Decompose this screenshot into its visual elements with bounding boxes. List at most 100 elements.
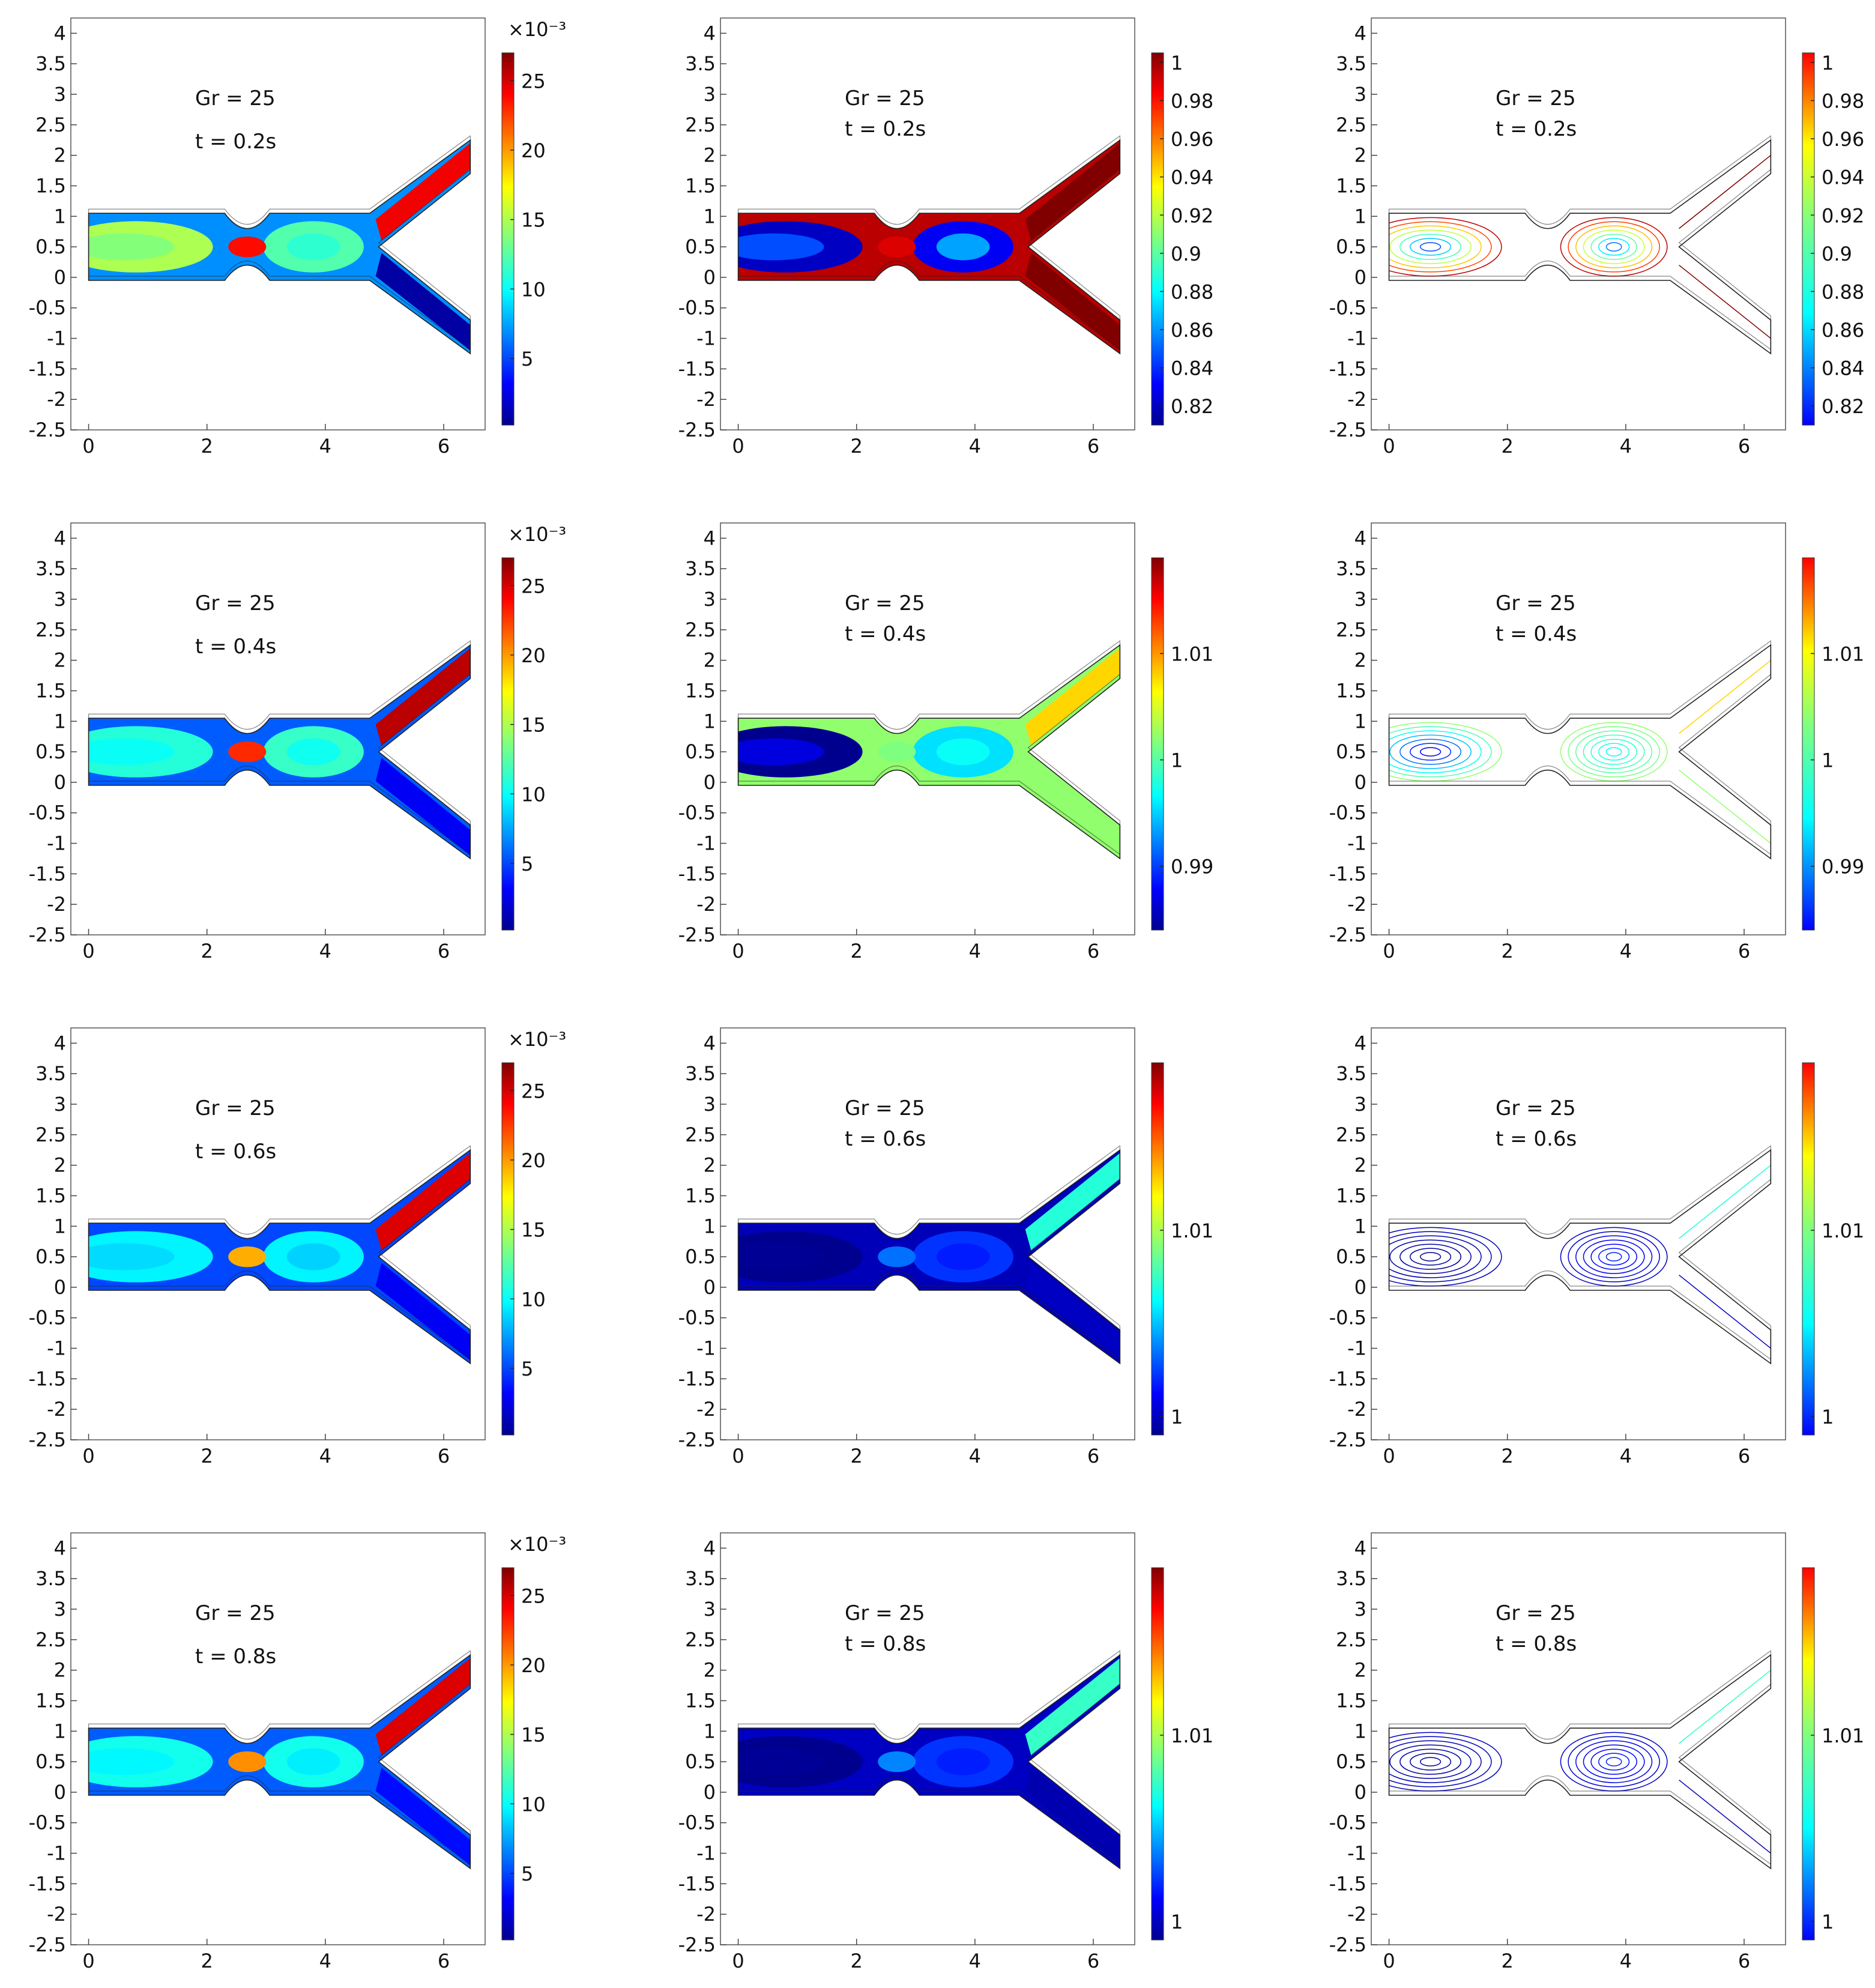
contour-chamber xyxy=(1568,221,1660,273)
field-throat xyxy=(878,1246,916,1267)
field-surface xyxy=(88,645,471,859)
contour-inlet xyxy=(1389,1235,1482,1278)
colorbar-tick-label: 1.01 xyxy=(1171,1219,1213,1242)
y-tick-label: 3 xyxy=(1354,83,1366,106)
y-tick-label: -0.5 xyxy=(29,297,66,319)
field-branch-lower xyxy=(1025,1263,1120,1361)
plot-frame xyxy=(720,1027,1135,1440)
chart-panel: 0 2 4 6 -2.5 -2 -1.5 -1 -0.5 0 0.5 1 1.5 2 2.5 3 3.5 4 Gr … xyxy=(678,1532,1213,1972)
gr-label: Gr = 25 xyxy=(845,86,925,110)
y-tick-label: -1.5 xyxy=(29,1367,66,1390)
x-tick-label: 4 xyxy=(319,435,331,458)
y-tick-label: 3.5 xyxy=(1336,52,1366,75)
y-tick-label: 4 xyxy=(1354,527,1366,549)
y-tick-label: 2 xyxy=(704,1154,716,1177)
y-tick-label: -1 xyxy=(696,327,716,350)
contour-chamber xyxy=(1575,225,1653,268)
x-tick-label: 0 xyxy=(1383,1950,1395,1972)
y-tick-label: 2.5 xyxy=(1336,1123,1366,1146)
x-tick-label: 4 xyxy=(969,940,981,962)
time-label: t = 0.8s xyxy=(845,1632,926,1656)
chart-panel: 0 2 4 6 -2.5 -2 -1.5 -1 -0.5 0 0.5 1 1.5 2 2.5 3 3.5 4 Gr … xyxy=(678,1027,1213,1467)
x-tick-label: 6 xyxy=(1738,1950,1750,1972)
field-inlet-core xyxy=(738,1748,824,1775)
colorbar xyxy=(501,52,515,426)
y-tick-label: 1 xyxy=(54,710,66,733)
plot-frame xyxy=(1371,1027,1786,1440)
colorbar-tick-label: 20 xyxy=(521,1654,546,1677)
gr-label: Gr = 25 xyxy=(1496,1096,1576,1120)
y-tick-label: 0.5 xyxy=(1336,1245,1366,1268)
field-branch-lower xyxy=(1025,1768,1120,1866)
y-tick-label: 4 xyxy=(1354,1536,1366,1559)
field-branch-upper xyxy=(375,1658,471,1756)
y-tick-label: -1.5 xyxy=(678,1367,716,1390)
y-tick-label: 2.5 xyxy=(1336,113,1366,136)
contour-chamber xyxy=(1575,1235,1653,1278)
colorbar xyxy=(1151,52,1164,426)
y-tick-label: 0 xyxy=(54,1781,66,1804)
y-tick-label: -1 xyxy=(47,1337,66,1360)
x-tick-label: 4 xyxy=(1620,1445,1632,1467)
contour-chamber xyxy=(1605,1757,1622,1766)
colorbar-tick-label: 0.88 xyxy=(1822,280,1864,303)
y-tick-label: 1 xyxy=(54,205,66,228)
contour-branch-upper xyxy=(1679,1670,1771,1744)
field-throat xyxy=(228,236,267,258)
contour-chamber xyxy=(1590,1243,1637,1270)
field-branch-upper xyxy=(1025,1658,1120,1756)
time-label: t = 0.2s xyxy=(845,117,926,141)
y-tick-label: 1.5 xyxy=(1336,174,1366,197)
contour-inlet xyxy=(1419,1252,1442,1261)
colorbar-tick-label: 1.01 xyxy=(1822,1724,1864,1747)
gr-label: Gr = 25 xyxy=(1496,591,1576,615)
y-tick-label: 3.5 xyxy=(35,557,66,580)
y-tick-label: 2 xyxy=(54,1659,66,1682)
contour-chamber xyxy=(1590,1748,1637,1775)
y-tick-label: 1 xyxy=(704,205,716,228)
colorbar xyxy=(501,557,515,931)
colorbar-tick-label: 0.94 xyxy=(1171,166,1213,189)
x-tick-label: 2 xyxy=(201,435,213,458)
y-tick-label: -1 xyxy=(696,1842,716,1865)
field-surface xyxy=(88,140,471,354)
y-tick-label: 4 xyxy=(54,1536,66,1559)
x-tick-label: 6 xyxy=(1087,940,1099,962)
y-tick-label: 0 xyxy=(704,771,716,794)
field-surface xyxy=(738,645,1120,859)
y-tick-label: -2.5 xyxy=(678,1933,716,1956)
colorbar-tick-label: 0.84 xyxy=(1822,357,1864,380)
channel-wall xyxy=(1388,1149,1772,1365)
y-tick-label: -2.5 xyxy=(678,923,716,946)
plot-frame xyxy=(1371,17,1786,431)
channel-wall-outer xyxy=(737,1145,1120,1361)
y-tick-label: 3.5 xyxy=(1336,557,1366,580)
field-chamber-core xyxy=(936,738,990,766)
channel-wall xyxy=(737,139,1121,355)
x-tick-label: 0 xyxy=(732,940,744,962)
y-tick-label: 4 xyxy=(704,22,716,44)
y-tick-label: 0.5 xyxy=(1336,740,1366,763)
colorbar-tick-label: 0.86 xyxy=(1171,319,1213,342)
colorbar-tick-label: 10 xyxy=(521,1288,546,1311)
y-tick-label: -1 xyxy=(1347,327,1366,350)
chart-panel: 0 2 4 6 -2.5 -2 -1.5 -1 -0.5 0 0.5 1 1.5 2 2.5 3 3.5 4 Gr … xyxy=(29,1027,566,1467)
y-tick-label: 1 xyxy=(1354,1720,1366,1742)
y-tick-label: 2 xyxy=(1354,1154,1366,1177)
y-tick-label: -1 xyxy=(47,1842,66,1865)
y-tick-label: 1.5 xyxy=(685,174,716,197)
field-chamber-core xyxy=(936,1243,990,1270)
chart-panel: 0 2 4 6 -2.5 -2 -1.5 -1 -0.5 0 0.5 1 1.5 2 2.5 3 3.5 4 Gr … xyxy=(29,17,566,458)
contour-chamber xyxy=(1568,726,1660,778)
field-inlet-core xyxy=(88,1748,175,1775)
channel-wall-outer xyxy=(1388,135,1771,351)
y-tick-label: 1.5 xyxy=(1336,1689,1366,1712)
time-label: t = 0.6s xyxy=(1496,1127,1577,1151)
y-tick-label: 0.5 xyxy=(685,235,716,258)
field-surface xyxy=(738,1150,1120,1364)
contour-inlet xyxy=(1410,1753,1452,1771)
y-tick-label: -1.5 xyxy=(678,357,716,380)
colorbar xyxy=(1802,557,1815,931)
contour-chamber xyxy=(1605,242,1622,252)
y-tick-label: -2.5 xyxy=(1329,923,1366,946)
